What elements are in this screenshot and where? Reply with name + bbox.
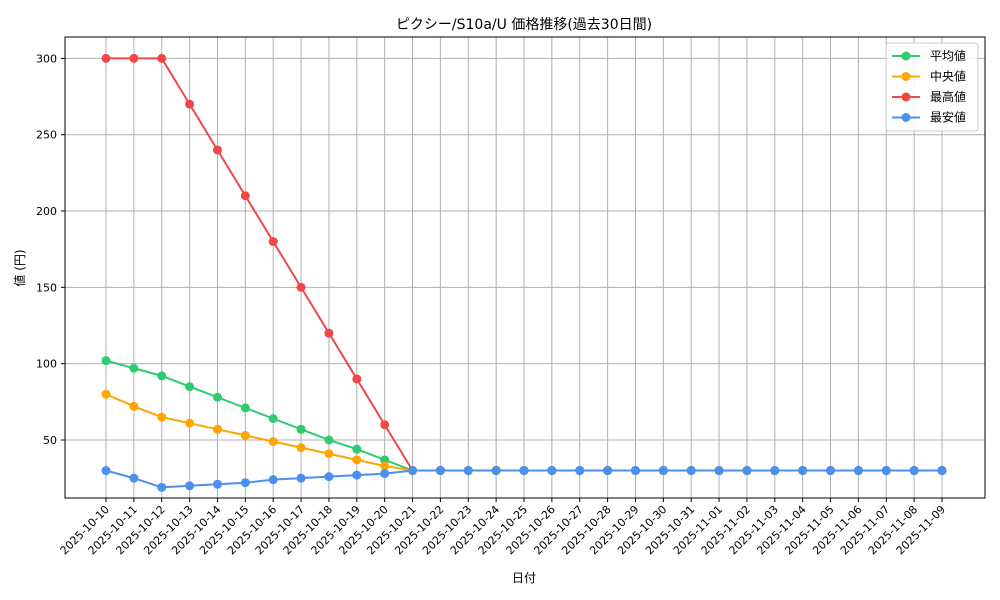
data-point bbox=[212, 145, 222, 155]
data-point bbox=[937, 466, 947, 476]
data-point bbox=[408, 466, 418, 476]
data-point bbox=[129, 473, 139, 483]
data-point bbox=[435, 466, 445, 476]
series-layer bbox=[101, 53, 947, 492]
x-axis-ticks: 2025-10-102025-10-112025-10-122025-10-13… bbox=[58, 498, 948, 557]
data-point bbox=[157, 482, 167, 492]
data-point bbox=[324, 435, 334, 445]
data-point bbox=[101, 356, 111, 366]
data-point bbox=[212, 479, 222, 489]
data-point bbox=[101, 389, 111, 399]
legend-marker bbox=[901, 92, 911, 102]
data-point bbox=[129, 363, 139, 373]
data-point bbox=[352, 470, 362, 480]
data-point bbox=[519, 466, 529, 476]
y-axis-label: 値 (円) bbox=[12, 249, 27, 286]
data-point bbox=[352, 455, 362, 465]
data-point bbox=[157, 371, 167, 381]
legend-marker bbox=[901, 72, 911, 81]
data-point bbox=[185, 99, 195, 109]
data-point bbox=[324, 472, 334, 482]
data-point bbox=[603, 466, 613, 476]
chart-title: ピクシー/S10a/U 価格推移(過去30日間) bbox=[396, 17, 652, 33]
data-point bbox=[185, 481, 195, 491]
data-point bbox=[129, 53, 139, 63]
y-axis-ticks: 50 100 150 200 250 300 bbox=[36, 52, 65, 447]
grid bbox=[65, 37, 985, 498]
data-point bbox=[463, 466, 473, 476]
data-point bbox=[157, 53, 167, 63]
plot-frame bbox=[64, 36, 986, 499]
data-point bbox=[491, 466, 501, 476]
data-point bbox=[185, 382, 195, 392]
data-point bbox=[296, 282, 306, 292]
data-point bbox=[324, 328, 334, 338]
y-tick-label: 200 bbox=[36, 205, 57, 218]
data-point bbox=[324, 449, 334, 459]
legend-label: 最高値 bbox=[930, 89, 966, 104]
data-point bbox=[101, 53, 111, 63]
data-point bbox=[798, 466, 808, 476]
legend-item: 平均値 bbox=[892, 48, 966, 63]
data-point bbox=[909, 466, 919, 476]
data-point bbox=[714, 466, 724, 476]
data-point bbox=[380, 420, 390, 430]
data-point bbox=[268, 437, 278, 447]
data-point bbox=[658, 466, 668, 476]
data-point bbox=[296, 424, 306, 434]
data-point bbox=[742, 466, 752, 476]
data-point bbox=[212, 424, 222, 434]
data-point bbox=[268, 475, 278, 485]
data-point bbox=[770, 466, 780, 476]
data-point bbox=[686, 466, 696, 476]
legend-label: 平均値 bbox=[930, 48, 966, 63]
data-point bbox=[380, 461, 390, 471]
data-point bbox=[853, 466, 863, 476]
legend-label: 中央値 bbox=[930, 69, 966, 84]
series-4 bbox=[101, 466, 947, 492]
data-point bbox=[240, 191, 250, 201]
data-point bbox=[268, 237, 278, 247]
x-axis-label: 日付 bbox=[512, 571, 536, 585]
data-point bbox=[881, 466, 891, 476]
legend-item: 中央値 bbox=[892, 69, 966, 84]
y-tick-label: 150 bbox=[36, 281, 57, 294]
legend-box bbox=[885, 42, 979, 132]
data-point bbox=[352, 374, 362, 384]
data-point bbox=[268, 414, 278, 424]
data-point bbox=[240, 430, 250, 440]
data-point bbox=[240, 403, 250, 413]
y-tick-label: 300 bbox=[36, 52, 57, 65]
data-point bbox=[157, 412, 167, 422]
legend-item: 最安値 bbox=[892, 110, 966, 125]
data-point bbox=[185, 418, 195, 428]
data-point bbox=[240, 478, 250, 488]
data-point bbox=[826, 466, 836, 476]
data-point bbox=[296, 473, 306, 483]
data-point bbox=[129, 401, 139, 411]
legend-label: 最安値 bbox=[930, 110, 966, 125]
data-point bbox=[352, 444, 362, 454]
data-point bbox=[380, 469, 390, 479]
data-point bbox=[212, 392, 222, 402]
data-point bbox=[547, 466, 557, 476]
legend-marker bbox=[901, 113, 911, 122]
data-point bbox=[296, 443, 306, 453]
data-point bbox=[630, 466, 640, 476]
y-tick-label: 250 bbox=[36, 129, 57, 142]
y-tick-label: 100 bbox=[36, 358, 57, 371]
data-point bbox=[101, 466, 111, 476]
y-tick-label: 50 bbox=[43, 434, 57, 447]
legend-item: 最高値 bbox=[892, 89, 966, 104]
data-point bbox=[575, 466, 585, 476]
legend-marker bbox=[901, 51, 911, 61]
